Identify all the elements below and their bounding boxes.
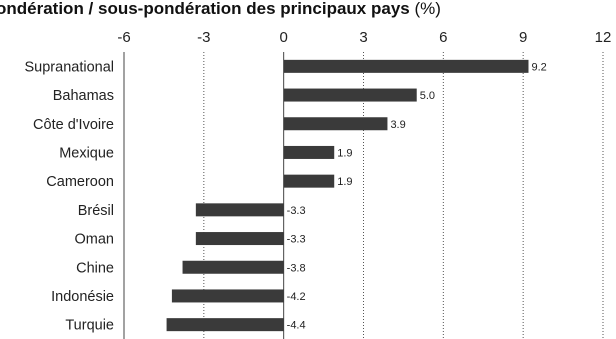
- data-label: 3.9: [390, 119, 405, 131]
- x-tick-label: 6: [439, 29, 447, 46]
- x-tick-label: 3: [359, 29, 367, 46]
- data-label: -4.4: [287, 320, 306, 332]
- bar: [166, 318, 284, 332]
- bar: [195, 203, 284, 217]
- x-axis-ticks: -6 -3 0 3 6 9 12: [117, 29, 611, 46]
- data-label: -4.2: [287, 291, 306, 303]
- category-label: Turquie: [65, 318, 114, 334]
- bar: [283, 145, 335, 159]
- x-tick-label: 0: [279, 29, 287, 46]
- value-labels: 9.2 5.0 3.9 1.9 1.9 -3.3 -3.3 -3.8 -4.2 -4.4: [287, 61, 547, 331]
- data-label: -3.8: [287, 262, 306, 274]
- category-label: Cameroon: [46, 174, 114, 190]
- bar: [171, 289, 284, 303]
- data-label: -3.3: [287, 205, 306, 217]
- bar: [283, 88, 417, 102]
- chart-title: ondération / sous-pondération des princi…: [0, 0, 441, 18]
- category-label: Mexique: [59, 145, 114, 161]
- category-label: Bahamas: [53, 88, 114, 104]
- bar: [283, 117, 388, 131]
- x-tick-label: -6: [117, 29, 130, 46]
- data-label: 9.2: [531, 61, 546, 73]
- chart-title-unit: (%): [414, 0, 440, 18]
- category-label: Chine: [76, 260, 114, 276]
- data-label: 1.9: [337, 147, 352, 159]
- x-tick-label: 9: [519, 29, 527, 46]
- bar: [182, 260, 284, 274]
- category-label: Brésil: [78, 203, 114, 219]
- data-label: 1.9: [337, 176, 352, 188]
- bar: [283, 174, 335, 188]
- x-tick-label: 12: [595, 29, 612, 46]
- bar: [195, 232, 284, 246]
- category-labels: Supranational Bahamas Côte d'Ivoire Mexique…: [25, 59, 115, 333]
- category-label: Supranational: [25, 59, 115, 75]
- category-label: Côte d'Ivoire: [33, 117, 114, 133]
- data-label: -3.3: [287, 234, 306, 246]
- data-label: 5.0: [420, 90, 435, 102]
- x-tick-label: -3: [197, 29, 210, 46]
- bars: [166, 59, 529, 332]
- category-label: Indonésie: [51, 289, 114, 305]
- chart-title-main: ondération / sous-pondération des princi…: [0, 0, 410, 18]
- bar: [283, 59, 529, 73]
- category-label: Oman: [75, 232, 115, 248]
